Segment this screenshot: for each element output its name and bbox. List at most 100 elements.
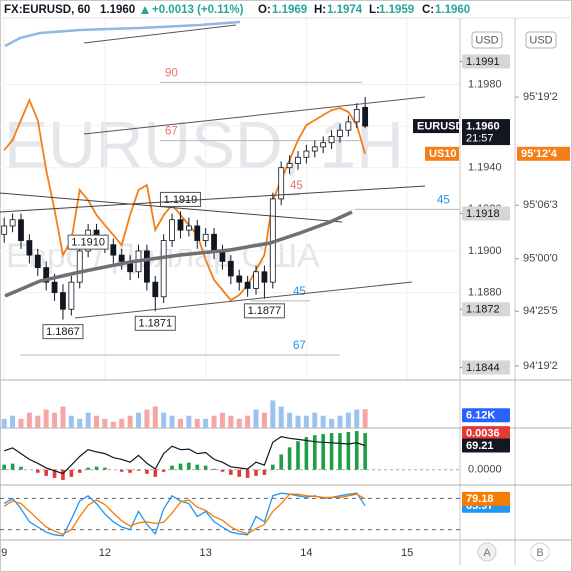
candle-body: [194, 225, 201, 241]
y-tick-label: 1.1900: [468, 245, 502, 257]
candle-body: [320, 142, 327, 148]
macd-bar: [220, 469, 225, 472]
drawings: [0, 20, 426, 319]
macd-bar: [10, 463, 15, 470]
currency-button-label[interactable]: USD: [529, 34, 552, 46]
macd-bar: [245, 469, 250, 478]
currency-button[interactable]: [525, 31, 557, 49]
volume-bar: [203, 418, 209, 428]
scale-button[interactable]: [530, 542, 550, 562]
candle-body: [337, 129, 343, 137]
annotation-label: 1.1910: [71, 237, 105, 249]
candle-body: [9, 219, 16, 227]
scale-button[interactable]: [477, 542, 497, 562]
symbol: FX:EURUSD, 60: [4, 4, 90, 16]
us10-line: [3, 97, 366, 302]
volume-bar: [110, 421, 116, 428]
macd-bar: [103, 467, 107, 470]
fib-label: 90: [165, 67, 178, 79]
volume-bar: [186, 415, 192, 428]
volume-bar: [60, 406, 66, 428]
volume-bar: [253, 409, 259, 428]
macd-bar: [346, 432, 351, 470]
macd-bar: [52, 469, 57, 478]
last-price-name: EURUSD: [417, 120, 464, 132]
trend-line: [74, 281, 413, 319]
macd-bar: [203, 465, 208, 470]
volume-bar: [295, 415, 301, 428]
candle-body: [278, 167, 285, 200]
candle-body: [353, 109, 360, 123]
volume-bar: [303, 415, 309, 428]
annotation-box: [134, 315, 176, 331]
last-price-name-box: [413, 119, 459, 134]
volume-bar: [261, 412, 267, 428]
volume-bar: [287, 412, 293, 428]
volume-bar: [245, 415, 251, 428]
annotation-box: [42, 324, 84, 340]
candle-body: [236, 275, 243, 283]
volume-bar: [52, 412, 58, 428]
last-price-box: [462, 119, 510, 146]
macd-bar: [279, 454, 284, 470]
volume-bar: [211, 415, 217, 428]
candle-body: [143, 250, 150, 283]
macd-bar: [354, 431, 359, 470]
macd-bar: [170, 465, 174, 470]
macd-bar: [338, 433, 342, 470]
volume-bar: [270, 400, 276, 428]
low-label: L:: [369, 4, 380, 16]
volume-bar: [219, 412, 225, 428]
stoch-last-label-box: [462, 491, 510, 506]
macd-bar: [161, 469, 166, 472]
macd-bar: [35, 469, 40, 473]
scale-button-label[interactable]: A: [483, 547, 491, 559]
candle-body: [261, 271, 268, 283]
high-label: H:: [314, 4, 326, 16]
macd-bar: [44, 469, 48, 476]
candle-body: [160, 240, 167, 298]
open-label: O:: [258, 4, 271, 16]
trend-line: [0, 185, 426, 213]
line-last-label: 69.21: [466, 440, 494, 452]
candle-body: [169, 219, 175, 241]
macd-bar: [187, 462, 191, 470]
y-tick-label: 1.1880: [468, 286, 502, 298]
volume-bar: [320, 415, 326, 428]
countdown: 21:57: [466, 132, 494, 144]
volume-bar: [345, 412, 351, 428]
macd-bar: [271, 464, 275, 470]
fib-label: 67: [165, 126, 178, 138]
volume-bar: [362, 409, 368, 428]
volume-bar: [1, 418, 7, 428]
y2-last-label: 95'12'4: [521, 148, 558, 160]
currency-button-label[interactable]: USD: [475, 34, 498, 46]
candle-body: [34, 254, 41, 269]
fib-label: 45: [290, 180, 303, 192]
candle-body: [345, 121, 352, 131]
volume-bar: [35, 415, 41, 428]
macd-bar: [145, 469, 149, 474]
series-name: US10: [429, 148, 457, 160]
currency-button[interactable]: [471, 31, 503, 49]
candle-body: [202, 233, 209, 241]
macd-last-label-box: [462, 426, 510, 441]
trend-line: [0, 192, 343, 223]
stoch-last-label: 65.97: [466, 500, 494, 512]
up-arrow: [141, 6, 149, 14]
candle-body: [253, 271, 259, 289]
annotation-label: 1.1867: [46, 326, 80, 338]
close: 1.1960: [435, 4, 470, 16]
moving-average: [4, 210, 353, 298]
price-marker-label-box: [462, 360, 510, 375]
volume-bar: [152, 406, 158, 428]
macd-bar: [304, 437, 309, 470]
scale-button-label[interactable]: B: [536, 547, 543, 559]
candle-body: [303, 150, 310, 158]
x-tick-label: 13: [200, 547, 212, 559]
macd-line: [4, 435, 366, 475]
candle-body: [76, 250, 83, 283]
volume-bar: [337, 415, 343, 428]
candle-body: [328, 136, 335, 144]
